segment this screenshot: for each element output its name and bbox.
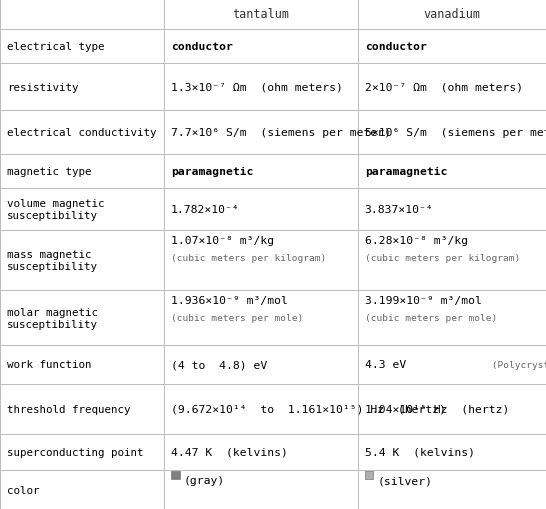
Text: 1.04×10¹⁵ Hz  (hertz): 1.04×10¹⁵ Hz (hertz) [365, 404, 509, 414]
Text: (cubic meters per mole): (cubic meters per mole) [365, 314, 497, 323]
Text: 4.3 eV: 4.3 eV [365, 360, 406, 370]
Text: (silver): (silver) [378, 475, 433, 486]
Text: volume magnetic
susceptibility: volume magnetic susceptibility [7, 199, 105, 220]
Text: electrical conductivity: electrical conductivity [7, 128, 157, 137]
Text: (gray): (gray) [184, 475, 225, 486]
Text: paramagnetic: paramagnetic [171, 166, 253, 177]
Text: work function: work function [7, 360, 92, 370]
Text: 5.4 K  (kelvins): 5.4 K (kelvins) [365, 447, 474, 457]
Text: color: color [7, 485, 40, 495]
Text: conductor: conductor [365, 42, 426, 52]
Text: 6.28×10⁻⁸ m³/kg: 6.28×10⁻⁸ m³/kg [365, 236, 468, 246]
Text: (cubic meters per kilogram): (cubic meters per kilogram) [365, 253, 520, 263]
Text: 4.47 K  (kelvins): 4.47 K (kelvins) [171, 447, 288, 457]
Text: (cubic meters per kilogram): (cubic meters per kilogram) [171, 253, 326, 263]
Text: 1.782×10⁻⁴: 1.782×10⁻⁴ [171, 205, 240, 215]
Text: magnetic type: magnetic type [7, 166, 92, 177]
Text: (cubic meters per mole): (cubic meters per mole) [171, 314, 303, 323]
Text: 7.7×10⁶ S/m  (siemens per meter): 7.7×10⁶ S/m (siemens per meter) [171, 128, 391, 137]
Text: superconducting point: superconducting point [7, 447, 144, 457]
Text: tantalum: tantalum [232, 8, 289, 21]
Bar [365, 471, 373, 479]
Text: threshold frequency: threshold frequency [7, 404, 130, 414]
Text: electrical type: electrical type [7, 42, 105, 52]
Text: 1.936×10⁻⁹ m³/mol: 1.936×10⁻⁹ m³/mol [171, 296, 288, 306]
Text: 3.199×10⁻⁹ m³/mol: 3.199×10⁻⁹ m³/mol [365, 296, 482, 306]
Text: conductor: conductor [171, 42, 233, 52]
Text: mass magnetic
susceptibility: mass magnetic susceptibility [7, 250, 98, 271]
Text: 1.3×10⁻⁷ Ωm  (ohm meters): 1.3×10⁻⁷ Ωm (ohm meters) [171, 82, 343, 93]
Text: 5×10⁶ S/m  (siemens per meter): 5×10⁶ S/m (siemens per meter) [365, 128, 546, 137]
Bar [171, 471, 180, 479]
Text: vanadium: vanadium [423, 8, 480, 21]
Text: (4 to  4.8) eV: (4 to 4.8) eV [171, 360, 267, 370]
Text: (9.672×10¹⁴  to  1.161×10¹⁵) Hz  (hertz): (9.672×10¹⁴ to 1.161×10¹⁵) Hz (hertz) [171, 404, 446, 414]
Text: molar magnetic
susceptibility: molar magnetic susceptibility [7, 307, 98, 329]
Text: 3.837×10⁻⁴: 3.837×10⁻⁴ [365, 205, 434, 215]
Text: paramagnetic: paramagnetic [365, 166, 447, 177]
Text: 1.07×10⁻⁸ m³/kg: 1.07×10⁻⁸ m³/kg [171, 236, 274, 246]
Text: 2×10⁻⁷ Ωm  (ohm meters): 2×10⁻⁷ Ωm (ohm meters) [365, 82, 523, 93]
Text: (Polycrystalline): (Polycrystalline) [485, 360, 546, 369]
Text: resistivity: resistivity [7, 82, 79, 93]
